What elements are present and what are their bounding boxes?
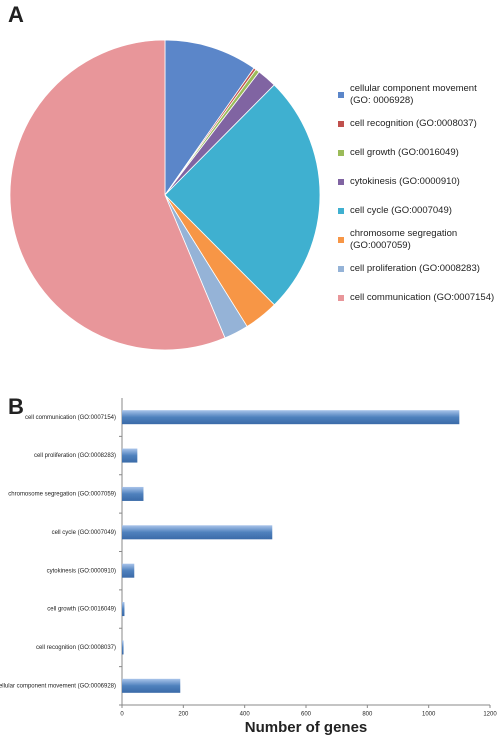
legend-swatch [338,149,344,156]
bar [122,410,460,425]
legend-swatch [338,178,344,185]
bar [122,486,144,501]
legend-item: cell communication (GO:0007154) [338,283,498,312]
y-tick-label: cell recognition (GO:0008037) [36,645,116,651]
x-tick-label: 400 [240,712,251,718]
legend-item: cell cycle (GO:0007049) [338,196,498,225]
legend-label: cell recognition (GO:0008037) [350,117,477,129]
pie-slice [164,39,255,197]
legend-swatch [338,120,344,127]
y-tick-label: cytokinesis (GO:0000910) [47,568,116,574]
x-tick-label: 1200 [483,712,497,718]
x-tick-label: 800 [362,712,373,718]
bar [122,525,273,540]
legend-label: cytokinesis (GO:0000910) [350,175,460,187]
legend-label: cell cycle (GO:0007049) [350,204,452,216]
legend-label: chromosome segregation (GO:0007059) [350,227,458,251]
legend-swatch [338,265,344,272]
legend-label: cell communication (GO:0007154) [350,291,495,303]
bar [122,563,135,578]
y-tick-label: chromosome segregation (GO:0007059) [8,492,116,498]
y-tick-label: cell communication (GO:0007154) [25,415,116,421]
x-tick-label: 1000 [422,712,436,718]
bar [122,640,124,655]
pie-slice [9,39,226,351]
y-tick-label: cell growth (GO:0016049) [47,607,116,613]
legend-item: cell proliferation (GO:0008283) [338,254,498,283]
bar [122,448,138,463]
legend-swatch [338,207,344,214]
legend-item: cell recognition (GO:0008037) [338,109,498,138]
y-tick-label: cell proliferation (GO:0008283) [34,453,116,459]
y-tick-label: cell cycle (GO:0007049) [52,530,116,536]
x-tick-label: 0 [120,712,124,718]
panel-label: A [8,2,24,27]
legend-swatch [338,294,344,301]
bar [122,678,181,693]
legend-label: cell growth (GO:0016049) [350,146,459,158]
legend-swatch [338,91,344,98]
bar [122,602,125,617]
legend-item: cytokinesis (GO:0000910) [338,167,498,196]
panel-label: B [8,394,24,419]
legend-item: cellular component movement (GO: 0006928… [338,80,498,109]
legend: cellular component movement (GO: 0006928… [338,80,498,312]
legend-swatch [338,236,344,243]
legend-item: chromosome segregation (GO:0007059) [338,225,498,254]
legend-item: cell growth (GO:0016049) [338,138,498,167]
y-tick-label: cellular component movement (GO:0006928) [0,683,116,689]
legend-label: cellular component movement (GO: 0006928… [350,82,477,106]
x-tick-label: 600 [301,712,312,718]
x-tick-label: 200 [178,712,189,718]
legend-label: cell proliferation (GO:0008283) [350,262,480,274]
pie-slice [164,84,321,306]
x-axis-label: Number of genes [245,719,368,736]
